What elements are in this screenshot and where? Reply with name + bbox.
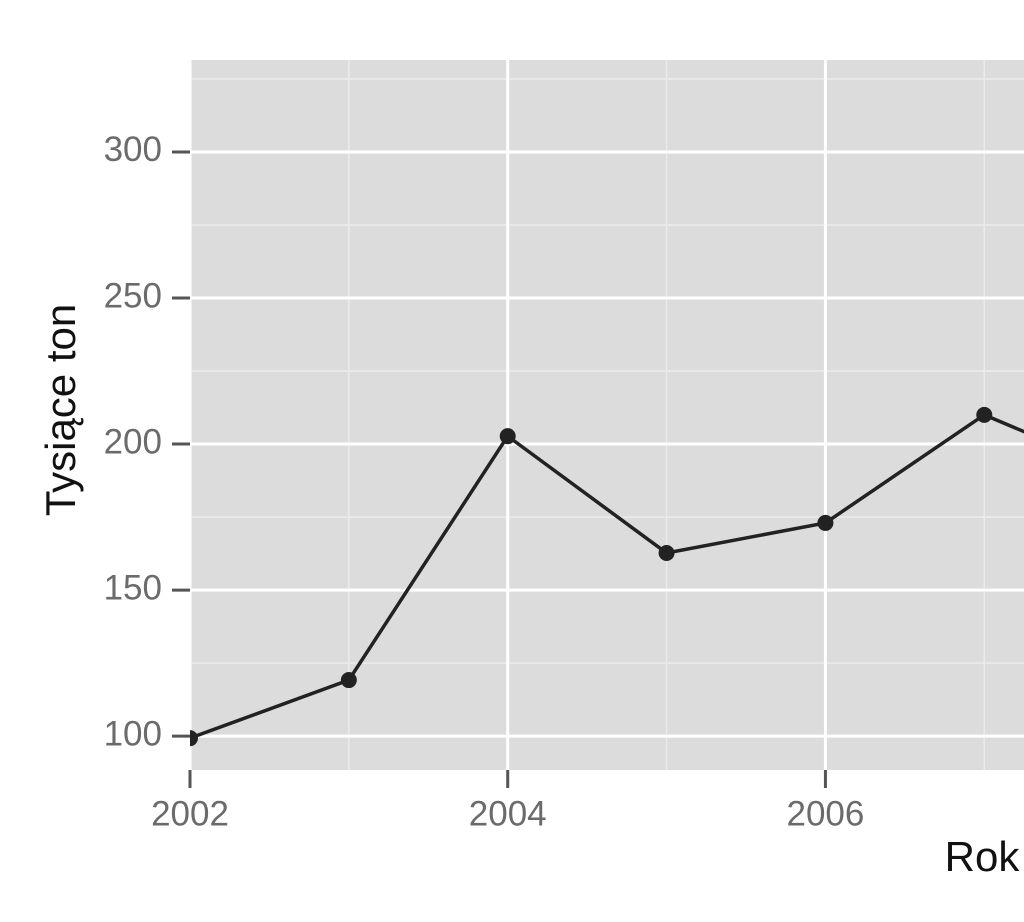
grid bbox=[188, 60, 1024, 770]
x-tick-label: 2004 bbox=[469, 794, 547, 833]
y-tick-label: 250 bbox=[104, 276, 162, 315]
point bbox=[499, 428, 516, 445]
point bbox=[190, 730, 198, 747]
point bbox=[817, 514, 834, 531]
y-tick-label: 100 bbox=[104, 714, 162, 753]
point bbox=[658, 544, 675, 561]
x-tick-label: 2006 bbox=[786, 794, 864, 833]
point bbox=[340, 672, 357, 689]
marks bbox=[190, 406, 1024, 747]
y-tick-label: 200 bbox=[104, 422, 162, 461]
plot-panel bbox=[190, 60, 1024, 770]
x-axis-title: Rok bbox=[945, 833, 1021, 880]
x-tick-label: 2002 bbox=[151, 794, 229, 833]
y-tick-label: 150 bbox=[104, 568, 162, 607]
y-axis-title: Tysiące ton bbox=[37, 304, 84, 516]
y-tick-label: 300 bbox=[104, 130, 162, 169]
point bbox=[976, 406, 993, 423]
